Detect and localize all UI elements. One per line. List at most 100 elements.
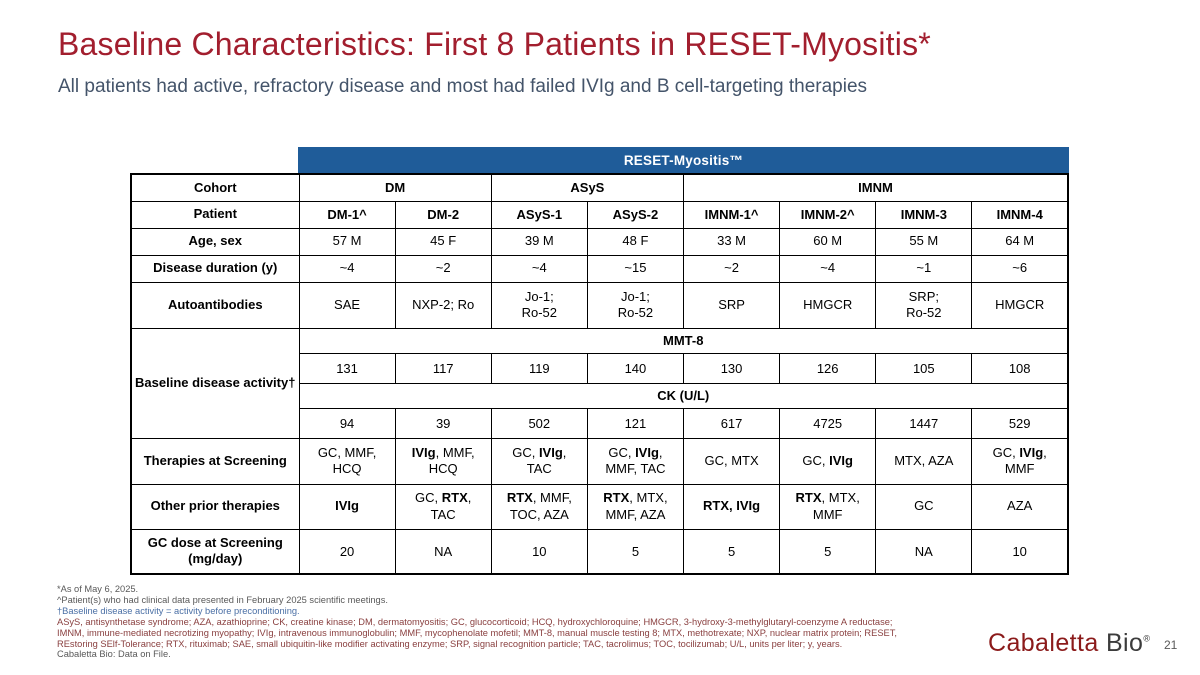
- ck-value-cell: 617: [682, 407, 781, 439]
- footnote-line: *As of May 6, 2025.: [57, 584, 139, 594]
- autoantibodies-cell: SRP: [682, 281, 781, 329]
- page-number: 21: [1164, 638, 1178, 652]
- ck-value-cell: 94: [298, 407, 396, 439]
- gc-dose-cell: 5: [586, 528, 685, 575]
- footnote-line: Cabaletta Bio: Data on File.: [57, 649, 171, 660]
- disease-duration-cell: ~4: [298, 254, 396, 283]
- age-sex-cell: 64 M: [971, 227, 1069, 256]
- page-title: Baseline Characteristics: First 8 Patien…: [58, 26, 931, 62]
- other-prior-therapies-cell: IVIg: [298, 483, 396, 530]
- other-prior-therapies-cell: RTX, MTX, MMF, AZA: [586, 483, 685, 530]
- disease-duration-cell: ~4: [490, 254, 588, 283]
- ck-value-cell: 39: [394, 407, 492, 439]
- table-row: Patient DM-1^ DM-2 ASyS-1 ASyS-2 IMNM-1^ IMNM-…: [130, 200, 1069, 229]
- other-prior-therapies-cell: RTX, MTX, MMF: [779, 483, 877, 530]
- patient-cell: IMNM-4: [971, 200, 1069, 229]
- other-prior-therapies-cell: AZA: [971, 483, 1069, 530]
- gc-dose-cell: 20: [298, 528, 396, 575]
- autoantibodies-cell: NXP-2; Ro: [394, 281, 492, 329]
- mmt8-value-cell: 117: [394, 352, 492, 384]
- autoantibodies-cell: Jo-1; Ro-52: [490, 281, 588, 329]
- registered-trademark-icon: ®: [1143, 633, 1151, 644]
- footnotes: *As of May 6, 2025. ^Patient(s) who had c…: [57, 584, 987, 660]
- disease-duration-cell: ~1: [875, 254, 973, 283]
- table-row: Baseline disease activity† MMT-8: [130, 327, 1069, 439]
- baseline-characteristics-table: Cohort DM ASyS IMNM Patient DM-1^ DM-2 ASyS-1 AS…: [130, 173, 1069, 575]
- gc-dose-cell: 5: [682, 528, 781, 575]
- page-subtitle: All patients had active, refractory dise…: [58, 76, 868, 97]
- table-row: GC dose at Screening (mg/day) 20 NA 10 5 5 5 NA…: [130, 528, 1069, 575]
- footnote-line: IMNM, immune-mediated necrotizing myopat…: [57, 627, 897, 638]
- footnote-line: †Baseline disease activity = activity be…: [57, 605, 300, 616]
- disease-duration-cell: ~2: [682, 254, 781, 283]
- table-body: Cohort DM ASyS IMNM Patient DM-1^ DM-2 ASyS-1 AS…: [130, 173, 1069, 575]
- disease-duration-cell: ~6: [971, 254, 1069, 283]
- table-row: Therapies at Screening GC, MMF, HCQ IVIg, …: [130, 437, 1069, 485]
- table-row: CK (U/L): [131, 382, 1069, 409]
- footnote-line: ^Patient(s) who had clinical data presen…: [57, 594, 388, 605]
- row-label-other-prior-therapies: Other prior therapies: [130, 483, 300, 530]
- therapies-screening-cell: IVIg, MMF, HCQ: [394, 437, 492, 485]
- age-sex-cell: 39 M: [490, 227, 588, 256]
- autoantibodies-cell: HMGCR: [971, 281, 1069, 329]
- therapies-screening-cell: GC, MMF, HCQ: [298, 437, 396, 485]
- row-label-baseline-disease-activity: Baseline disease activity†: [130, 327, 300, 439]
- cabaletta-bio-logo: Cabaletta Bio®: [988, 629, 1150, 658]
- row-label-autoantibodies: Autoantibodies: [130, 281, 300, 329]
- row-label-disease-duration: Disease duration (y): [130, 254, 300, 283]
- therapies-screening-cell: GC, MTX: [682, 437, 781, 485]
- table-row: Cohort DM ASyS IMNM: [130, 173, 1069, 202]
- patient-cell: DM-2: [394, 200, 492, 229]
- patient-cell: IMNM-3: [875, 200, 973, 229]
- mmt8-value-cell: 140: [586, 352, 685, 384]
- gc-dose-cell: 10: [971, 528, 1069, 575]
- autoantibodies-cell: SRP; Ro-52: [875, 281, 973, 329]
- age-sex-cell: 48 F: [586, 227, 685, 256]
- patient-cell: ASyS-2: [586, 200, 685, 229]
- mmt8-header-cell: MMT-8: [298, 327, 1069, 354]
- ck-value-cell: 502: [490, 407, 588, 439]
- therapies-screening-cell: GC, IVIg, MMF: [971, 437, 1069, 485]
- mmt8-value-cell: 105: [875, 352, 973, 384]
- gc-dose-cell: NA: [875, 528, 973, 575]
- ck-value-cell: 4725: [779, 407, 877, 439]
- autoantibodies-cell: SAE: [298, 281, 396, 329]
- ck-header-cell: CK (U/L): [298, 382, 1069, 409]
- footnote-line: REstoring SElf-Tolerance; RTX, rituximab…: [57, 638, 843, 649]
- therapies-screening-cell: MTX, AZA: [875, 437, 973, 485]
- table-banner: RESET-Myositis™: [298, 147, 1069, 174]
- row-label-age-sex: Age, sex: [130, 227, 300, 256]
- patient-cell: DM-1^: [298, 200, 396, 229]
- cohort-cell: DM: [298, 173, 492, 202]
- age-sex-cell: 57 M: [298, 227, 396, 256]
- cohort-cell: IMNM: [683, 173, 1069, 202]
- table-row: Other prior therapies IVIg GC, RTX, TAC RTX,…: [130, 483, 1069, 530]
- ck-value-cell: 1447: [875, 407, 973, 439]
- age-sex-cell: 45 F: [394, 227, 492, 256]
- other-prior-therapies-cell: RTX, IVIg: [682, 483, 781, 530]
- disease-duration-cell: ~4: [779, 254, 877, 283]
- cohort-cell: ASyS: [490, 173, 685, 202]
- age-sex-cell: 55 M: [875, 227, 973, 256]
- therapies-screening-cell: GC, IVIg, TAC: [490, 437, 588, 485]
- table-row: 94 39 502 121 617 4725 1447 529: [131, 407, 1069, 439]
- age-sex-cell: 33 M: [682, 227, 781, 256]
- logo-text-secondary: Bio: [1098, 629, 1144, 657]
- row-label-cohort: Cohort: [130, 173, 300, 202]
- row-label-patient: Patient: [130, 200, 300, 229]
- age-sex-cell: 60 M: [779, 227, 877, 256]
- table-row: Autoantibodies SAE NXP-2; Ro Jo-1; Ro-52 Jo-1…: [130, 281, 1069, 329]
- ck-value-cell: 529: [971, 407, 1069, 439]
- table-row: 131 117 119 140 130 126 105 108: [131, 352, 1069, 384]
- patient-cell: IMNM-1^: [682, 200, 781, 229]
- mmt8-value-cell: 130: [682, 352, 781, 384]
- patient-cell: IMNM-2^: [779, 200, 877, 229]
- autoantibodies-cell: Jo-1; Ro-52: [586, 281, 685, 329]
- row-label-gc-dose: GC dose at Screening (mg/day): [130, 528, 300, 575]
- therapies-screening-cell: GC, IVIg, MMF, TAC: [586, 437, 685, 485]
- ck-value-cell: 121: [586, 407, 685, 439]
- patient-cell: ASyS-1: [490, 200, 588, 229]
- mmt8-value-cell: 126: [779, 352, 877, 384]
- logo-text-primary: Cabaletta: [988, 629, 1099, 657]
